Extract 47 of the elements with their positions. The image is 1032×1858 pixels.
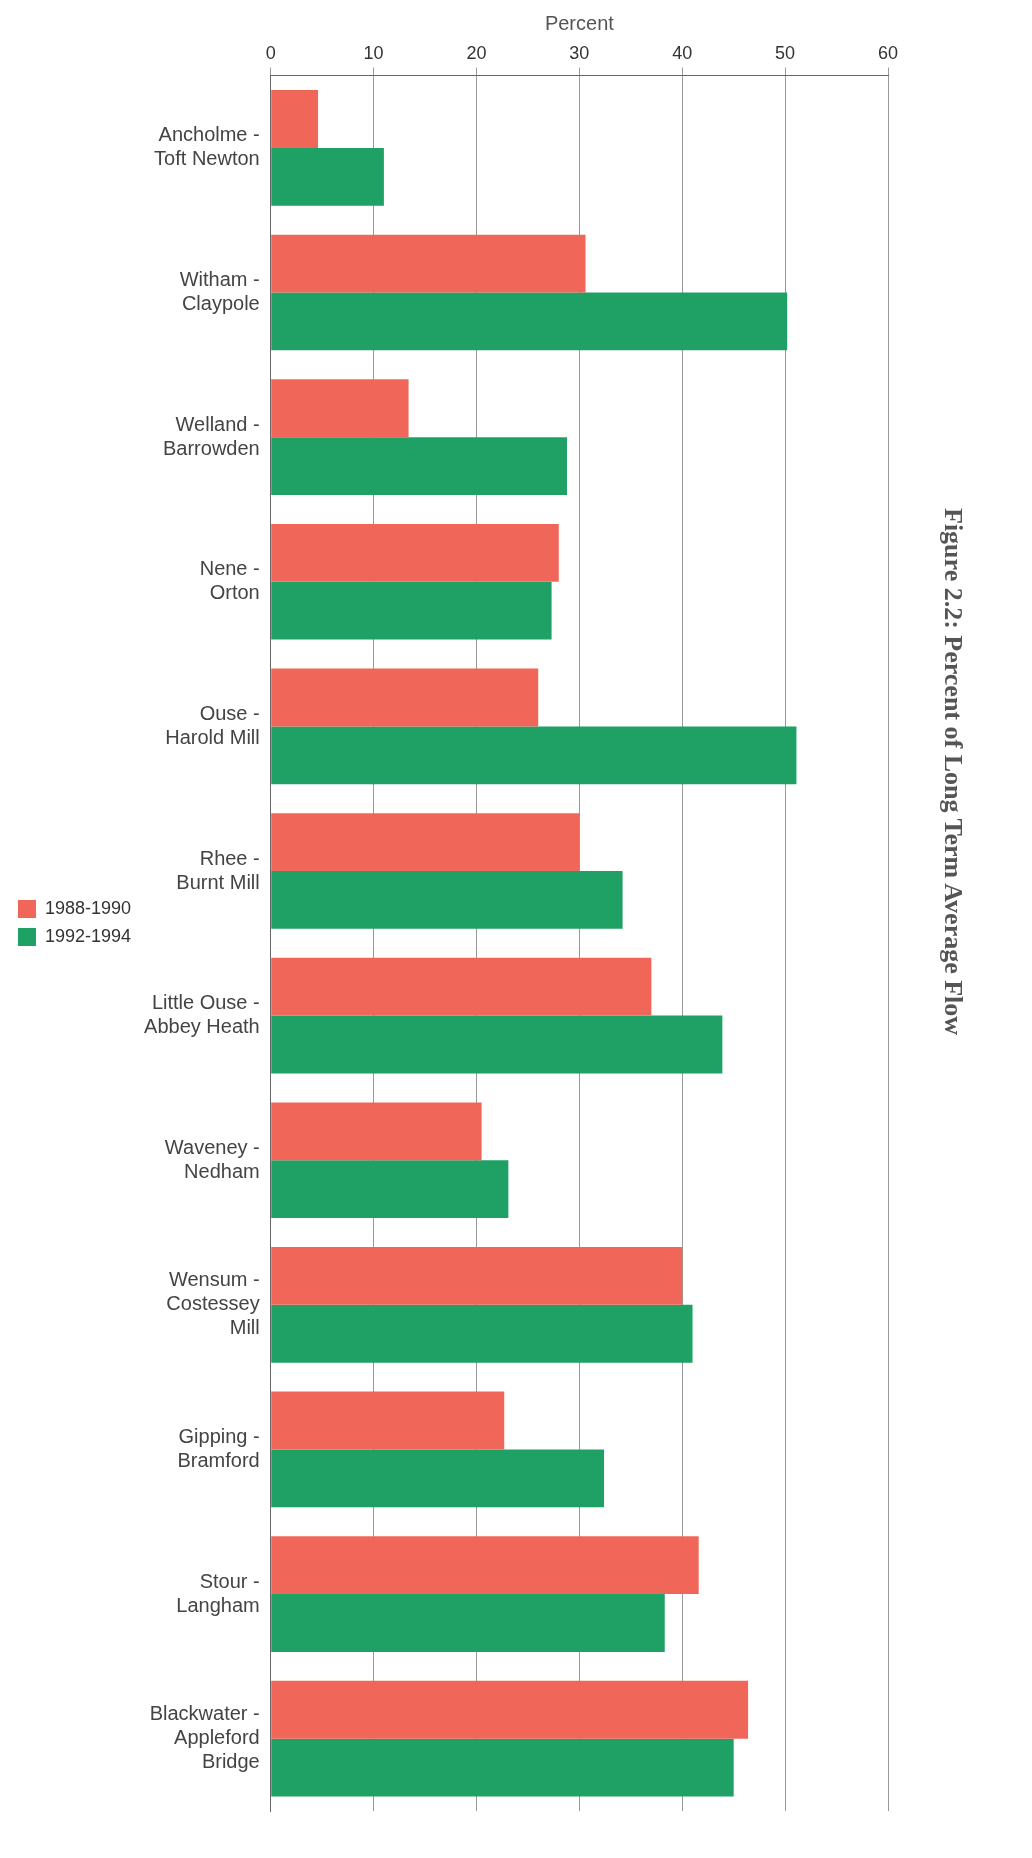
bar [271,90,319,148]
y-tick-label: Ancholme - Toft Newton [154,123,260,170]
y-tick-label: Witham - Claypole [179,268,260,315]
bar [271,581,552,640]
legend-label: 1992-1994 [45,925,132,946]
y-tick-label: Ouse - Harold Mill [165,701,260,748]
x-tick-label: 30 [569,42,590,63]
y-tick-label: Blackwater - Appleford Bridge [149,1702,260,1773]
bar [271,234,586,293]
x-tick-label: 20 [466,42,487,63]
bar [271,1680,749,1739]
bar [271,870,623,929]
x-axis-title: Percent [544,11,615,34]
bar [271,437,568,495]
bar [271,292,788,351]
x-tick-label: 50 [775,42,796,63]
bar [271,147,384,206]
bar [271,1015,723,1074]
y-tick-label: Gipping - Bramford [177,1424,260,1471]
x-tick-label: 40 [672,42,693,63]
bar [271,1160,509,1219]
y-tick-label: Welland - Barrowden [163,412,260,459]
y-tick-label: Wensum - Costessey Mill [166,1268,260,1339]
x-tick-label: 0 [265,42,276,63]
bar [271,957,652,1016]
y-tick-label: Rhee - Burnt Mill [176,846,260,893]
y-tick-label: Stour - Langham [176,1569,260,1616]
bar [271,1536,699,1595]
bar [271,726,797,785]
y-tick-label: Waveney - Nedham [164,1135,260,1182]
bar [271,1102,482,1161]
bar [271,668,539,727]
bar [271,523,559,582]
y-tick-label: Little Ouse - Abbey Heath [144,991,260,1038]
x-tick-label: 60 [877,42,899,63]
bar [271,1449,605,1508]
x-tick-label: 10 [363,42,384,63]
legend-label: 1988-1990 [45,897,132,918]
bar [271,1594,665,1652]
bar [271,1738,734,1797]
bar [271,813,580,871]
y-tick-label: Nene - Orton [199,557,260,604]
text: Figure 2.2: Percent of Long Term Average Flow [938,508,968,1036]
bar [271,379,409,438]
bar [271,1304,693,1363]
bar [271,1246,683,1305]
bar [271,1391,505,1450]
